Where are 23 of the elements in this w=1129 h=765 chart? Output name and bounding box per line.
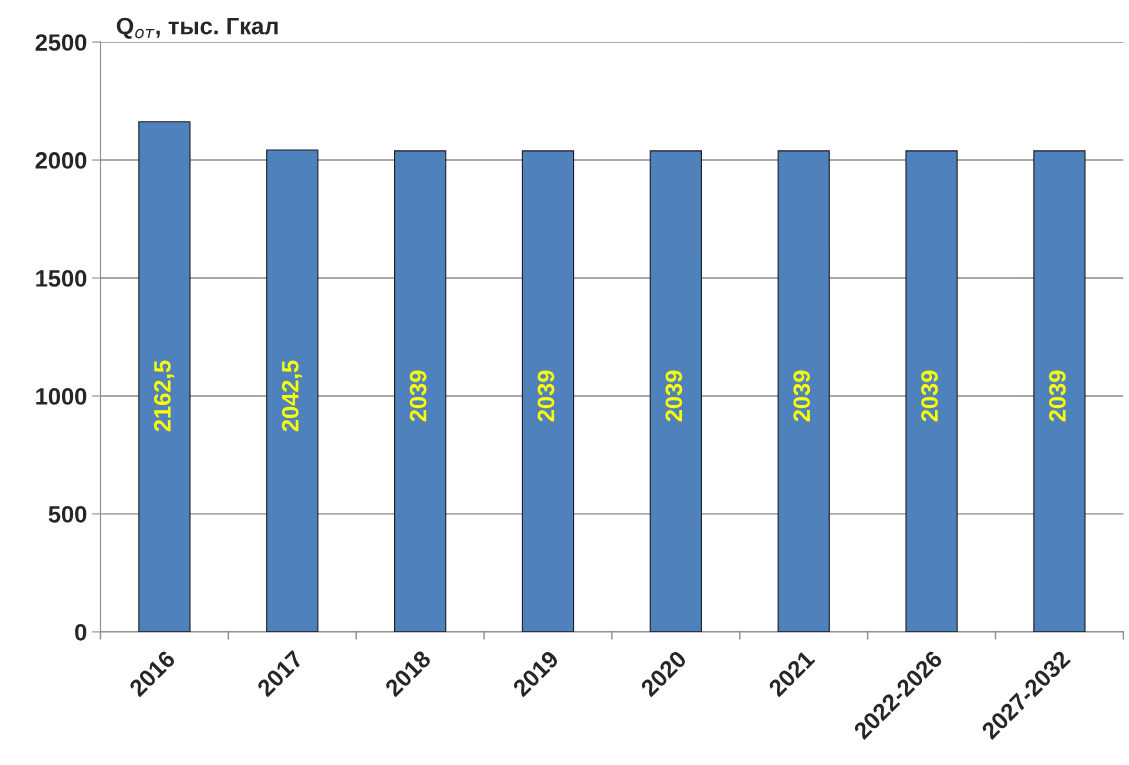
bar	[266, 149, 319, 632]
data-label: 2039	[793, 370, 811, 422]
data-label: 2039	[921, 370, 938, 422]
bar	[394, 150, 447, 632]
bar	[649, 150, 702, 632]
y-tick-label: 1000	[36, 388, 87, 405]
data-label: 2162,5	[154, 360, 175, 432]
y-tick-label: 500	[48, 506, 87, 523]
data-label: 2042,5	[281, 360, 303, 432]
bar	[905, 150, 958, 632]
data-label: 2039	[665, 370, 683, 422]
y-tick-label: 2500	[35, 34, 87, 51]
bar	[777, 150, 830, 632]
bar	[1033, 150, 1086, 632]
y-tick-label: 1500	[36, 270, 87, 287]
y-axis-title: Q$_{от}$, тыс. Гкал	[116, 17, 278, 39]
y-tick-label: 2000	[35, 152, 87, 169]
bar	[138, 121, 191, 632]
y-tick-label: 0	[75, 623, 87, 641]
data-label: 2039	[1049, 370, 1066, 422]
bar	[521, 150, 575, 632]
data-label: 2039	[537, 370, 555, 422]
data-label: 2039	[409, 370, 427, 422]
